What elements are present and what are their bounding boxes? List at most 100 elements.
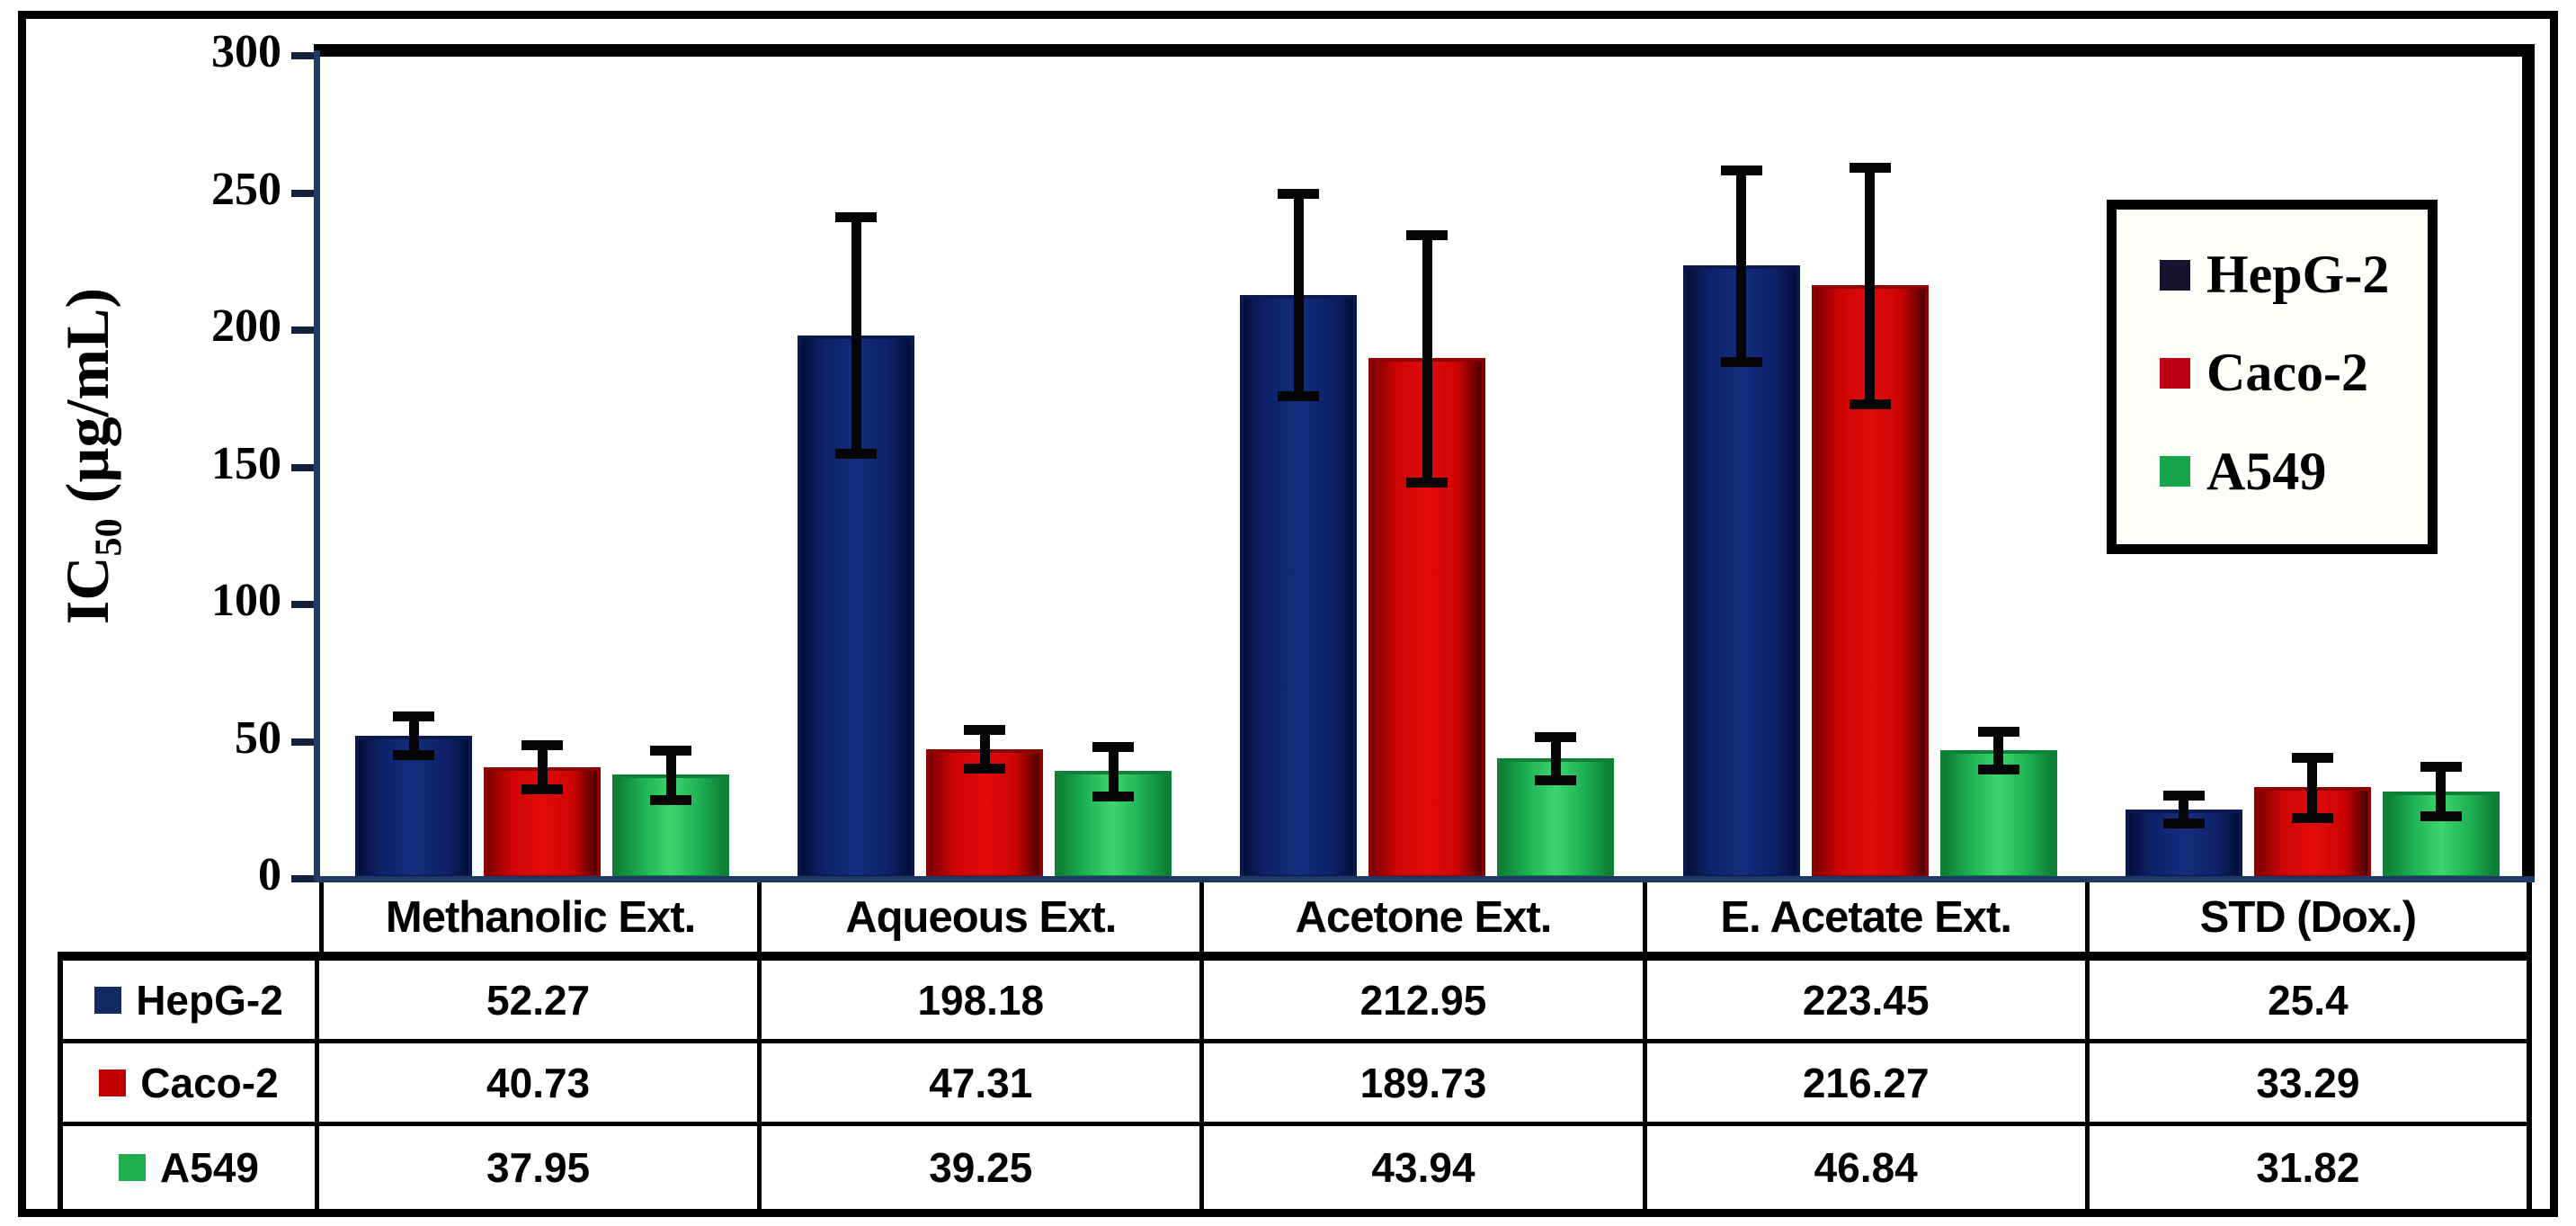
error-bar-line	[665, 749, 676, 800]
y-tick-mark-50	[291, 738, 316, 746]
error-bar-cap-top	[835, 212, 878, 223]
figure-border	[18, 11, 2558, 1217]
legend-entry-hepg-2: HepG-2	[2160, 244, 2420, 306]
y-axis-line	[314, 50, 320, 882]
error-bar-line	[851, 217, 861, 453]
error-bar-cap-top	[650, 745, 691, 756]
error-bar-line	[979, 729, 990, 769]
y-tick-mark-200	[291, 327, 316, 334]
category-header: Aqueous Ext.	[762, 882, 1205, 961]
error-bar-cap-top	[1092, 741, 1135, 752]
row-header-label: HepG-2	[136, 976, 283, 1024]
data-table: Methanolic Ext. Aqueous Ext. Acetone Ext. E…	[58, 882, 2532, 1209]
table-value: 223.45	[1646, 961, 2090, 1043]
legend-label: HepG-2	[2206, 245, 2390, 305]
error-bar-cap-bottom	[2291, 813, 2333, 823]
table-value: 39.25	[762, 1126, 1205, 1209]
y-tick-label-200: 200	[211, 300, 281, 352]
error-bar-line	[1865, 167, 1876, 404]
table-value: 33.29	[2089, 1043, 2532, 1126]
error-bar-line	[1550, 736, 1561, 781]
category-header: STD (Dox.)	[2089, 882, 2532, 961]
row-header-a549: A549	[58, 1126, 319, 1209]
error-bar-cap-top	[1535, 731, 1577, 742]
legend-box: HepG-2 Caco-2 A549	[2107, 200, 2438, 554]
table-value: 31.82	[2090, 1126, 2532, 1209]
table-value: 52.27	[319, 961, 762, 1043]
table-value: 43.94	[1204, 1126, 1647, 1209]
table-value: 47.31	[762, 1043, 1205, 1126]
table-value: 198.18	[762, 961, 1205, 1043]
table-value: 25.4	[2089, 961, 2532, 1043]
row-header-label: Caco-2	[140, 1059, 279, 1106]
y-tick-mark-100	[291, 601, 316, 608]
error-bar-line	[1422, 235, 1432, 482]
error-bar-cap-top	[1278, 188, 1320, 199]
y-axis-title-subscript: 50	[87, 518, 130, 557]
legend-label: Caco-2	[2206, 343, 2368, 403]
error-bar-cap-bottom	[1278, 391, 1320, 402]
table-value: 189.73	[1204, 1043, 1647, 1126]
row-header-caco-2: Caco-2	[58, 1043, 319, 1126]
table-corner-cell	[58, 882, 319, 961]
legend-entry-caco-2: Caco-2	[2160, 342, 2420, 404]
error-bar-cap-bottom	[1406, 477, 1448, 488]
error-bar-cap-bottom	[393, 749, 434, 760]
error-bar-line	[408, 716, 419, 755]
table-value: 46.84	[1647, 1126, 2090, 1209]
y-tick-label-0: 0	[258, 849, 281, 900]
a549-legend-key-icon	[2160, 456, 2190, 488]
error-bar-cap-top	[1720, 165, 1762, 175]
error-bar-cap-top	[2420, 762, 2462, 773]
row-header-hepg-2: HepG-2	[58, 961, 319, 1043]
y-tick-mark-150	[291, 463, 316, 471]
error-bar-cap-bottom	[2420, 811, 2462, 822]
error-bar-line	[1993, 730, 2004, 770]
row-header-label: A549	[160, 1144, 259, 1191]
y-tick-label-300: 300	[211, 26, 281, 77]
x-axis-line	[314, 876, 2535, 882]
legend-label: A549	[2206, 441, 2327, 501]
y-tick-label-50: 50	[235, 711, 281, 764]
error-bar-cap-top	[393, 711, 434, 722]
error-bar-cap-top	[964, 725, 1006, 736]
error-bar-line	[2436, 766, 2447, 817]
y-tick-label-250: 250	[211, 163, 281, 215]
error-bar-cap-top	[521, 740, 563, 751]
error-bar-line	[2179, 795, 2189, 823]
caco-2-legend-key-icon	[2160, 357, 2190, 389]
error-bar-cap-bottom	[521, 784, 563, 795]
error-bar-line	[1736, 169, 1747, 362]
error-bar-line	[537, 745, 548, 790]
legend-entry-a549: A549	[2160, 441, 2420, 503]
error-bar-cap-top	[2291, 752, 2333, 763]
y-tick-mark-0	[291, 875, 316, 882]
table-value: 212.95	[1204, 961, 1647, 1043]
error-bar-cap-top	[1849, 163, 1891, 174]
y-tick-label-150: 150	[211, 437, 281, 489]
error-bar-cap-bottom	[1092, 791, 1135, 801]
table-value: 40.73	[319, 1043, 762, 1126]
category-header: Methanolic Ext.	[319, 882, 762, 961]
error-bar-cap-top	[1406, 230, 1448, 241]
error-bar-cap-top	[1977, 726, 2019, 737]
table-value: 37.95	[319, 1126, 762, 1209]
error-bar-cap-bottom	[1849, 398, 1891, 409]
error-bar-cap-bottom	[1535, 775, 1577, 786]
error-bar-line	[1108, 746, 1119, 796]
error-bar-cap-bottom	[1977, 765, 2019, 775]
error-bar-line	[2307, 756, 2318, 818]
hepg-2-table-key-icon	[94, 986, 122, 1014]
y-tick-mark-250	[291, 189, 316, 197]
y-tick-mark-300	[291, 52, 316, 59]
error-bar-cap-bottom	[2162, 818, 2205, 828]
error-bar-cap-bottom	[835, 448, 878, 459]
hepg-2-bar	[355, 735, 472, 879]
table-value: 216.27	[1646, 1043, 2090, 1126]
error-bar-line	[1293, 192, 1304, 397]
error-bar-cap-bottom	[1720, 357, 1762, 368]
error-bar-cap-bottom	[964, 764, 1006, 774]
category-header: Acetone Ext.	[1204, 882, 1647, 961]
y-tick-label-100: 100	[211, 575, 281, 626]
